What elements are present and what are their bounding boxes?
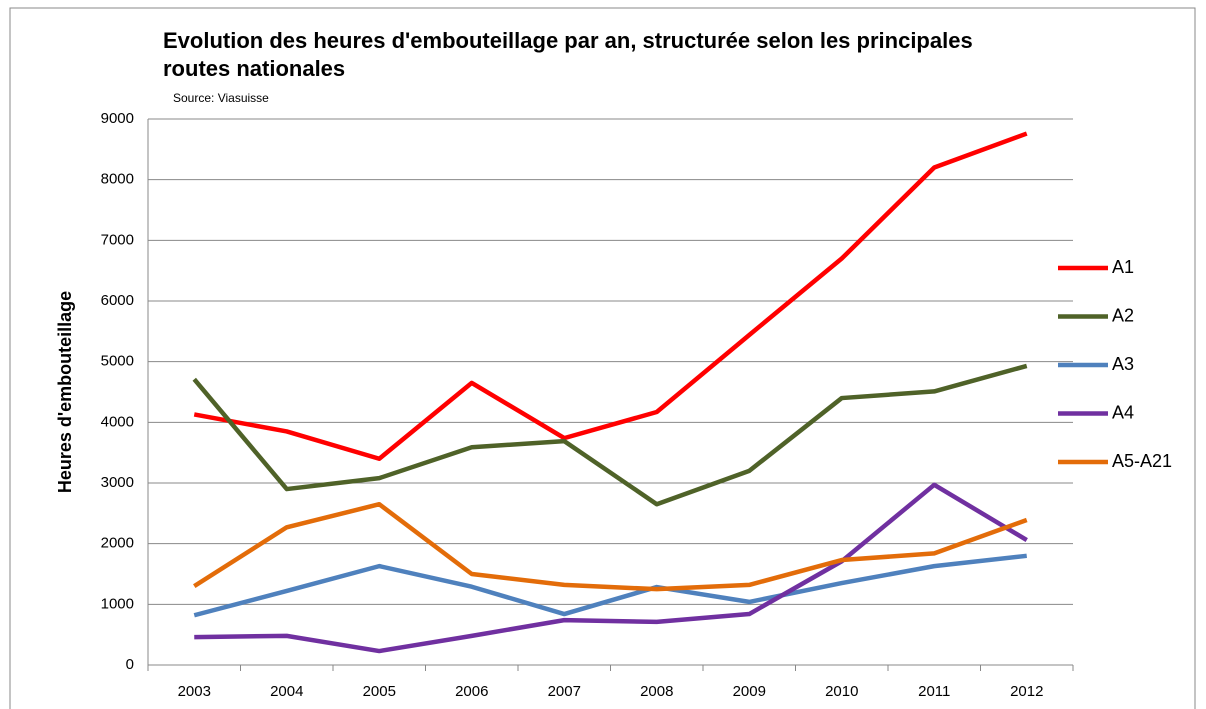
y-axis-label: Heures d'embouteillage [55,291,75,493]
legend-label: A5-A21 [1112,451,1172,471]
chart-border [9,7,1196,709]
y-tick-label: 5000 [101,353,134,370]
y-tick-label: 2000 [101,535,134,552]
y-tick-label: 8000 [101,171,134,188]
y-tick-label: 7000 [101,231,134,248]
chart-subtitle: Source: Viasuisse [173,91,269,105]
x-tick-label: 2003 [178,683,211,700]
x-tick-label: 2011 [918,683,950,700]
series-line [193,501,1028,592]
series-line [194,482,1028,654]
chart-title: Evolution des heures d'embouteillage par… [163,28,973,81]
x-tick-label: 2009 [733,683,766,700]
legend-label: A1 [1112,257,1134,277]
series-line [192,363,1028,507]
x-tick-label: 2005 [363,683,396,700]
x-tick-label: 2008 [640,683,673,700]
x-tick-label: 2007 [548,683,581,700]
y-tick-label: 6000 [101,292,134,309]
y-tick-label: 9000 [101,110,134,127]
y-tick-label: 4000 [101,413,134,430]
legend-label: A4 [1112,402,1134,422]
series-line [193,553,1027,618]
x-tick-label: 2012 [1010,683,1043,700]
x-tick-label: 2004 [270,683,303,700]
y-tick-label: 1000 [101,595,134,612]
y-tick-label: 3000 [101,474,134,491]
y-tick-label: 0 [126,656,134,673]
series-line [193,131,1028,461]
x-tick-label: 2010 [825,683,858,700]
legend-label: A3 [1112,354,1134,374]
x-tick-label: 2006 [455,683,488,700]
legend-label: A2 [1112,305,1134,325]
